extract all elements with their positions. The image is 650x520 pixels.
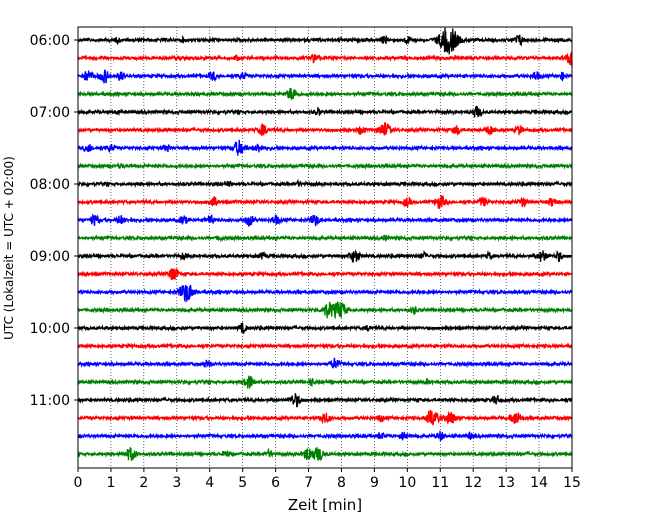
- x-tick-label: 3: [172, 475, 181, 491]
- trace-line: [77, 341, 573, 351]
- y-tick-label: 10:00: [30, 321, 70, 337]
- trace-line: [77, 122, 573, 137]
- y-ticks: 06:00 07:00 08:00 09:00 10:00 11:00: [30, 33, 78, 409]
- y-tick-label: 11:00: [30, 393, 70, 409]
- x-tick-label: 12: [464, 475, 482, 491]
- trace-line: [77, 284, 573, 303]
- y-tick-label: 08:00: [30, 177, 70, 193]
- x-tick-label: 0: [74, 475, 83, 491]
- x-tick-label: 4: [205, 475, 214, 491]
- trace-line: [77, 357, 573, 369]
- x-tick-label: 1: [106, 475, 115, 491]
- trace-line: [77, 87, 573, 100]
- trace-line: [77, 322, 573, 335]
- trace-line: [77, 161, 573, 171]
- x-tick-label: 13: [497, 475, 515, 491]
- y-tick-label: 06:00: [30, 33, 70, 49]
- trace-line: [77, 213, 573, 227]
- x-tick-label: 7: [304, 475, 313, 491]
- trace-line: [77, 51, 573, 67]
- trace-line: [77, 234, 573, 243]
- x-tick-label: 5: [238, 475, 247, 491]
- x-tick-label: 15: [563, 475, 581, 491]
- trace-line: [77, 409, 573, 426]
- plot-frame: [77, 26, 573, 469]
- x-axis-label: Zeit [min]: [288, 496, 362, 514]
- trace-line: [77, 105, 573, 118]
- trace-line: [77, 301, 573, 320]
- traces: [77, 27, 573, 462]
- trace-line: [77, 447, 573, 462]
- trace-line: [77, 430, 573, 441]
- x-ticks: 0 1 2 3 4 5 6 7 8 9 10 11 12 13 14 15: [74, 468, 581, 491]
- x-tick-label: 14: [530, 475, 548, 491]
- x-tick-label: 8: [337, 475, 346, 491]
- y-tick-label: 09:00: [30, 249, 70, 265]
- y-tick-label: 07:00: [30, 105, 70, 121]
- x-tick-label: 6: [271, 475, 280, 491]
- trace-line: [77, 393, 573, 408]
- trace-line: [77, 195, 573, 209]
- x-tick-label: 10: [398, 475, 416, 491]
- trace-line: [77, 139, 573, 156]
- plot-area: [78, 27, 572, 468]
- x-tick-label: 2: [139, 475, 148, 491]
- trace-line: [77, 69, 573, 84]
- trace-line: [77, 178, 573, 189]
- x-tick-label: 9: [370, 475, 379, 491]
- x-tick-label: 11: [431, 475, 449, 491]
- trace-line: [77, 375, 573, 389]
- y-axis-label: UTC (Lokalzeit = UTC + 02:00): [2, 156, 16, 340]
- trace-line: [77, 27, 573, 55]
- trace-line: [77, 249, 573, 263]
- trace-line: [77, 268, 573, 280]
